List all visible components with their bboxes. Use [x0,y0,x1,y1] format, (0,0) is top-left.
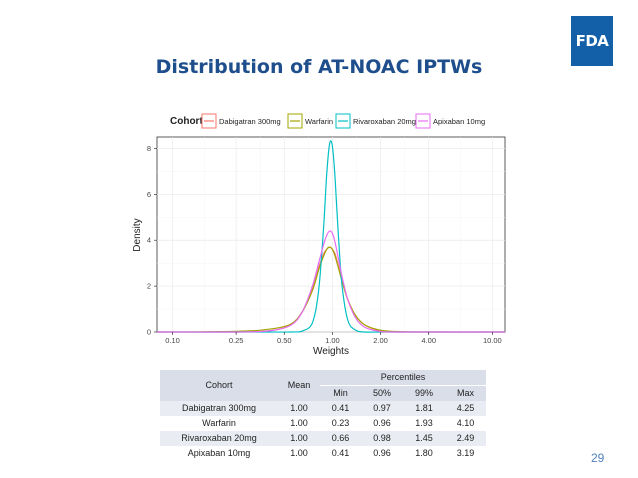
col-header-max: Max [457,388,475,398]
table-cell: Dabigatran 300mg [181,403,257,413]
table-cell: 0.41 [331,403,350,413]
grid [157,137,505,333]
table-cell: 1.00 [290,403,308,413]
col-header-p99: 99% [415,388,434,398]
table-cell: 0.23 [331,418,350,428]
legend-label: Rivaroxaban 20mg [353,117,416,126]
x-axis-ticks: 0.10 0.25 0.50 1.00 2.00 4.00 10.00 [165,332,502,345]
table-cell: 0.97 [373,403,391,413]
slide-title: Distribution of AT-NOAC IPTWs [155,56,483,78]
legend-item: Apixaban 10mg [415,113,485,129]
table-cell: Rivaroxaban 20mg [181,433,257,443]
series-line-warfarin [156,246,506,333]
table-cell: 0.98 [373,433,391,443]
y-tick-label: 6 [147,190,151,199]
legend-item: Dabigatran 300mg [201,113,281,129]
table-cell: 1.00 [290,418,308,428]
series-line-apixaban-10mg [156,230,505,333]
table-row: Apixaban 10mg 1.00 0.41 0.96 1.80 3.19 [160,446,486,461]
x-tick-label: 0.50 [277,336,292,345]
col-header-min: Min [333,388,348,398]
legend-label: Apixaban 10mg [433,117,485,126]
x-tick-label: 0.10 [165,336,180,345]
series-line-rivaroxaban-20mg [157,140,505,333]
table-cell: 4.10 [456,418,475,428]
fda-logo: FDA [571,16,613,66]
x-tick-label: 2.00 [373,336,388,345]
table-row: Warfarin 1.00 0.23 0.96 1.93 4.10 [160,416,486,431]
table-cell: Warfarin [202,418,236,428]
table-cell: 0.41 [331,448,350,458]
y-tick-label: 0 [147,328,151,337]
legend-item: Rivaroxaban 20mg [335,113,416,129]
y-tick-label: 8 [147,144,151,153]
plot-panel [156,136,506,333]
y-axis-ticks: 0 2 4 6 8 [147,144,157,337]
table-cell: 1.81 [415,403,433,413]
table-cell: 1.00 [290,448,308,458]
table-header-row: Cohort Mean Percentiles [160,370,486,390]
legend-title: Cohort [170,116,203,127]
y-tick-label: 2 [147,282,151,291]
y-axis-title: Density [132,218,143,251]
table-cell: Apixaban 10mg [187,448,251,458]
table-cell: 1.00 [290,433,308,443]
table-row: Rivaroxaban 20mg 1.00 0.66 0.98 1.45 2.49 [160,431,486,446]
legend-item: Warfarin [287,113,333,129]
page-number: 29 [591,451,605,465]
x-axis-title: Weights [313,346,349,357]
legend-label: Warfarin [305,117,333,126]
y-tick-label: 4 [147,236,151,245]
col-header-mean: Mean [287,380,311,390]
col-header-percentiles: Percentiles [320,370,486,386]
weights-summary-table: Cohort Mean Percentiles Min 50% 99% Max … [160,370,486,461]
x-tick-label: 0.25 [229,336,244,345]
table-cell: 0.96 [373,418,391,428]
table-cell: 4.25 [456,403,475,413]
legend: Cohort Dabigatran 300mg Warfarin Rivaroxab… [170,113,485,129]
table-cell: 0.66 [331,433,350,443]
table-cell: 1.45 [415,433,433,443]
table-cell: 3.19 [456,448,475,458]
legend-items: Dabigatran 300mg Warfarin Rivaroxaban 20mg… [201,113,485,129]
x-tick-label: 10.00 [483,336,502,345]
legend-label: Dabigatran 300mg [219,117,281,126]
table-cell: 0.96 [373,448,391,458]
table-cell: 1.93 [415,418,433,428]
x-tick-label: 1.00 [325,336,340,345]
x-tick-label: 4.00 [421,336,436,345]
table-cell: 2.49 [456,433,475,443]
table-row: Dabigatran 300mg 1.00 0.41 0.97 1.81 4.25 [160,401,486,416]
table-cell: 1.80 [415,448,433,458]
col-header-cohort: Cohort [205,380,233,390]
series-lines [156,140,506,333]
col-header-p50: 50% [372,388,391,398]
